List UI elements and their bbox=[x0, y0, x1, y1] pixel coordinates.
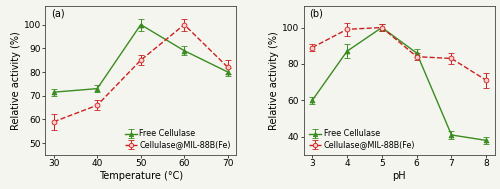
X-axis label: pH: pH bbox=[392, 171, 406, 181]
Legend: Free Cellulase, Cellulase@MIL-88B(Fe): Free Cellulase, Cellulase@MIL-88B(Fe) bbox=[123, 128, 232, 151]
Text: (a): (a) bbox=[50, 9, 64, 19]
Y-axis label: Relative activity (%): Relative activity (%) bbox=[270, 31, 280, 130]
Y-axis label: Relative activity (%): Relative activity (%) bbox=[11, 31, 21, 130]
Legend: Free Cellulase, Cellulase@MIL-88B(Fe): Free Cellulase, Cellulase@MIL-88B(Fe) bbox=[308, 128, 417, 151]
X-axis label: Temperature (°C): Temperature (°C) bbox=[98, 171, 183, 181]
Text: (b): (b) bbox=[310, 9, 323, 19]
